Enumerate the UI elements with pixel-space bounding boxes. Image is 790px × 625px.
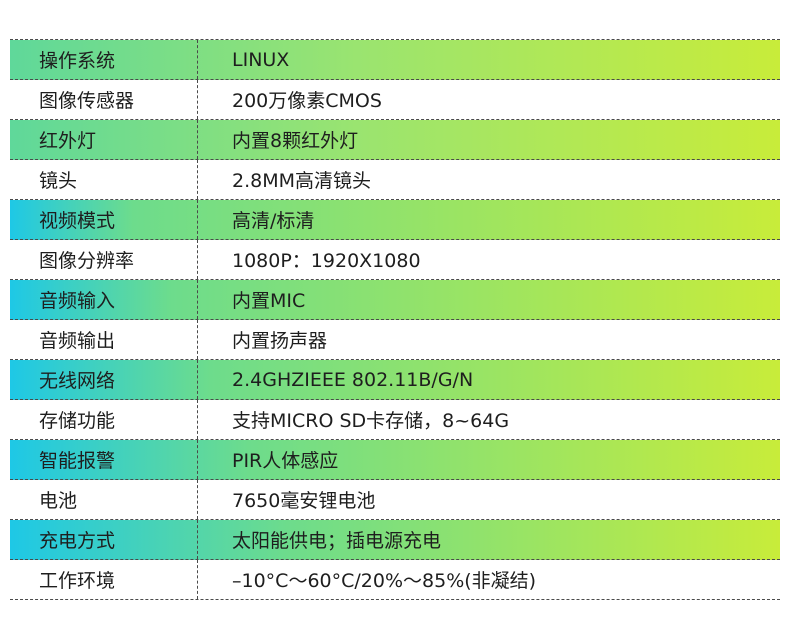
spec-value: 内置8颗红外灯 [232,130,359,152]
spec-label: 图像传感器 [10,80,198,119]
spec-row: 操作系统 LINUX [10,40,780,80]
spec-value: 高清/标清 [232,210,315,232]
spec-label: 智能报警 [10,440,198,479]
spec-value: 支持MICRO SD卡存储，8~64G [232,410,510,432]
spec-label: 图像分辨率 [10,240,198,279]
spec-row: 存储功能 支持MICRO SD卡存储，8~64G [10,400,780,440]
spec-value: 200万像素CMOS [232,90,382,112]
spec-label: 音频输出 [10,320,198,359]
spec-table: 操作系统 LINUX 图像传感器 200万像素CMOS 红外灯 内置8颗红外灯镜头 2.8M… [10,39,780,600]
spec-row: 音频输入 内置MIC [10,280,780,320]
spec-value: 1080P：1920X1080 [232,250,421,272]
spec-label: 音频输入 [10,280,198,319]
spec-row: 镜头 2.8MM高清镜头 [10,160,780,200]
spec-value: LINUX [232,48,290,71]
spec-value: 内置扬声器 [232,330,328,352]
spec-label: 充电方式 [10,520,198,559]
spec-value: 内置MIC [232,290,306,312]
spec-row: 音频输出 内置扬声器 [10,320,780,360]
spec-row: 无线网络 2.4GHZIEEE 802.11B/G/N [10,360,780,400]
spec-label: 工作环境 [10,560,198,599]
spec-value: 2.8MM高清镜头 [232,170,372,192]
spec-row: 充电方式 太阳能供电；插电源充电 [10,520,780,560]
spec-row: 工作环境 –10°C～60°C/20%～85%(非凝结) [10,560,780,600]
spec-value: 2.4GHZIEEE 802.11B/G/N [232,368,474,391]
spec-label: 存储功能 [10,400,198,439]
spec-label: 电池 [10,480,198,519]
spec-row: 电池 7650毫安锂电池 [10,480,780,520]
spec-value: –10°C～60°C/20%～85%(非凝结) [232,570,537,592]
spec-label: 视频模式 [10,200,198,239]
spec-row: 红外灯 内置8颗红外灯 [10,120,780,160]
spec-row: 图像传感器 200万像素CMOS [10,80,780,120]
spec-value: 7650毫安锂电池 [232,490,376,512]
spec-row: 智能报警 PIR人体感应 [10,440,780,480]
spec-value: PIR人体感应 [232,450,339,472]
spec-row: 视频模式 高清/标清 [10,200,780,240]
spec-label: 镜头 [10,160,198,199]
spec-row: 图像分辨率 1080P：1920X1080 [10,240,780,280]
spec-label: 操作系统 [10,40,198,79]
spec-value: 太阳能供电；插电源充电 [232,530,442,552]
spec-label: 无线网络 [10,360,198,399]
spec-label: 红外灯 [10,120,198,159]
